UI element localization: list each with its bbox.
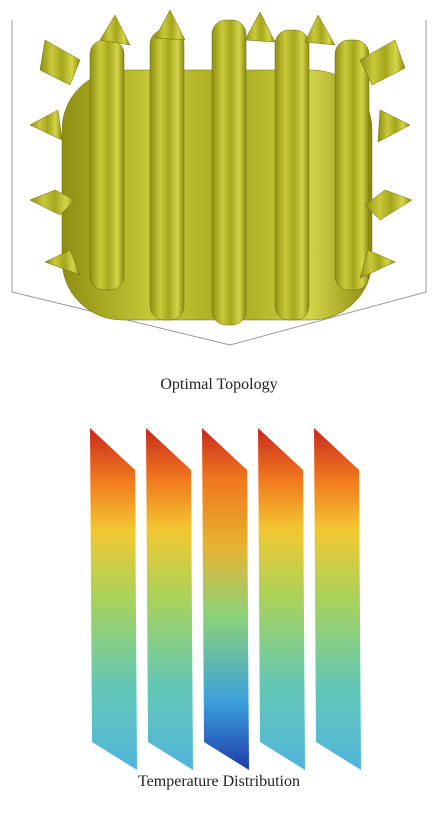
slice	[258, 428, 305, 770]
caption: Optimal Topology	[160, 376, 277, 393]
figure: Optimal Topology Temperature Distributio…	[0, 0, 438, 818]
slice	[146, 428, 193, 770]
caption: Temperature Distribution	[138, 773, 300, 790]
slice	[314, 428, 361, 770]
slice	[90, 428, 137, 770]
slice	[202, 428, 249, 770]
topology-render	[30, 10, 412, 325]
temperature-slices	[90, 428, 361, 770]
